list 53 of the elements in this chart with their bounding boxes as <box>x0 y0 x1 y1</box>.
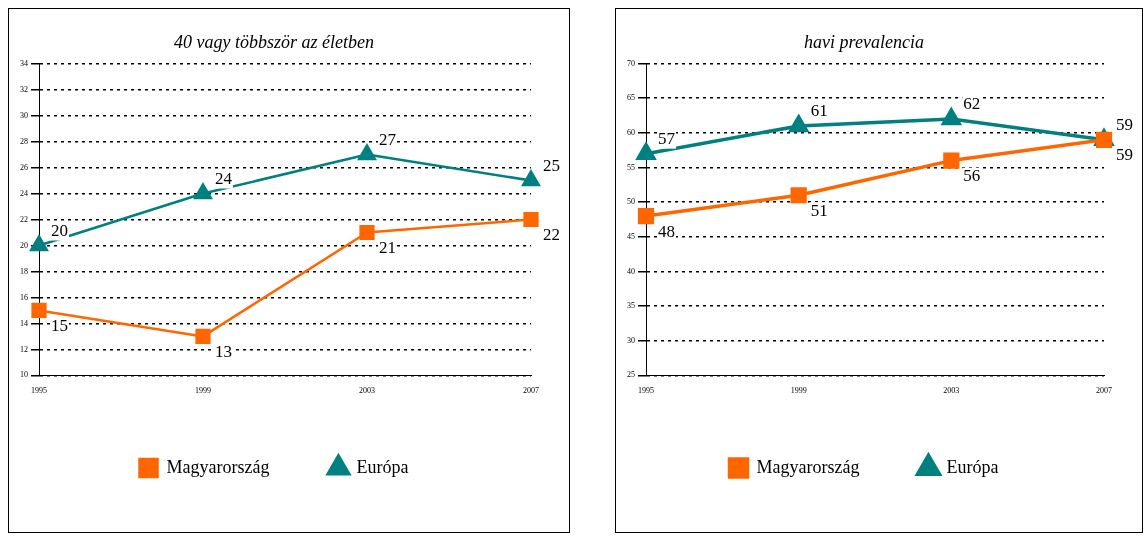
data-label: 15 <box>51 315 68 335</box>
x-tick-label: 1999 <box>195 386 211 396</box>
y-tick-label: 18 <box>20 266 28 276</box>
y-tick-label: 28 <box>20 136 28 146</box>
y-tick-label: 65 <box>627 93 635 103</box>
legend-label: Magyarország <box>166 456 270 477</box>
data-label: 24 <box>215 168 233 188</box>
x-tick-label: 2007 <box>1096 386 1112 396</box>
data-label: 57 <box>658 129 676 149</box>
x-tick-label: 1995 <box>638 386 654 396</box>
data-label: 48 <box>658 221 675 241</box>
x-tick-label: 1999 <box>790 386 807 396</box>
data-label: 51 <box>810 200 828 220</box>
data-label: 62 <box>963 94 981 114</box>
y-tick-label: 70 <box>627 58 635 68</box>
y-tick-label: 30 <box>627 335 635 345</box>
data-label: 61 <box>810 101 828 121</box>
y-tick-label: 30 <box>20 110 28 120</box>
y-tick-label: 16 <box>20 292 28 302</box>
y-tick-label: 60 <box>627 127 635 137</box>
y-tick-label: 10 <box>20 370 28 380</box>
y-tick-label: 12 <box>20 344 28 354</box>
y-tick-label: 35 <box>627 301 635 311</box>
y-tick-label: 45 <box>627 231 635 241</box>
legend-label: Európa <box>946 456 999 477</box>
data-label: 59 <box>1116 115 1133 135</box>
y-tick-label: 50 <box>627 197 635 207</box>
legend-label: Magyarország <box>756 456 860 477</box>
data-label: 13 <box>215 341 232 361</box>
data-label: 22 <box>543 224 560 244</box>
data-label: 56 <box>963 166 981 186</box>
data-label: 59 <box>1116 145 1133 165</box>
x-tick-label: 1995 <box>31 386 47 396</box>
legend-label: Európa <box>356 456 409 477</box>
y-tick-label: 55 <box>627 162 635 172</box>
data-label: 25 <box>543 155 560 175</box>
y-tick-label: 40 <box>627 266 635 276</box>
data-label: 20 <box>51 220 68 240</box>
y-tick-label: 20 <box>20 240 28 250</box>
x-tick-label: 2003 <box>359 386 375 396</box>
x-tick-label: 2007 <box>523 386 539 396</box>
chart-title: 40 vagy többször az életben <box>174 31 374 52</box>
y-tick-label: 24 <box>20 188 28 198</box>
y-tick-label: 22 <box>20 214 28 224</box>
y-tick-label: 34 <box>20 58 28 68</box>
data-label: 27 <box>379 130 397 150</box>
y-tick-label: 25 <box>627 370 635 380</box>
data-label: 21 <box>379 237 396 257</box>
x-tick-label: 2003 <box>943 386 960 396</box>
y-tick-label: 32 <box>20 84 28 94</box>
y-tick-label: 14 <box>20 318 28 328</box>
chart-title: havi prevalencia <box>804 31 924 52</box>
y-tick-label: 26 <box>20 162 28 172</box>
